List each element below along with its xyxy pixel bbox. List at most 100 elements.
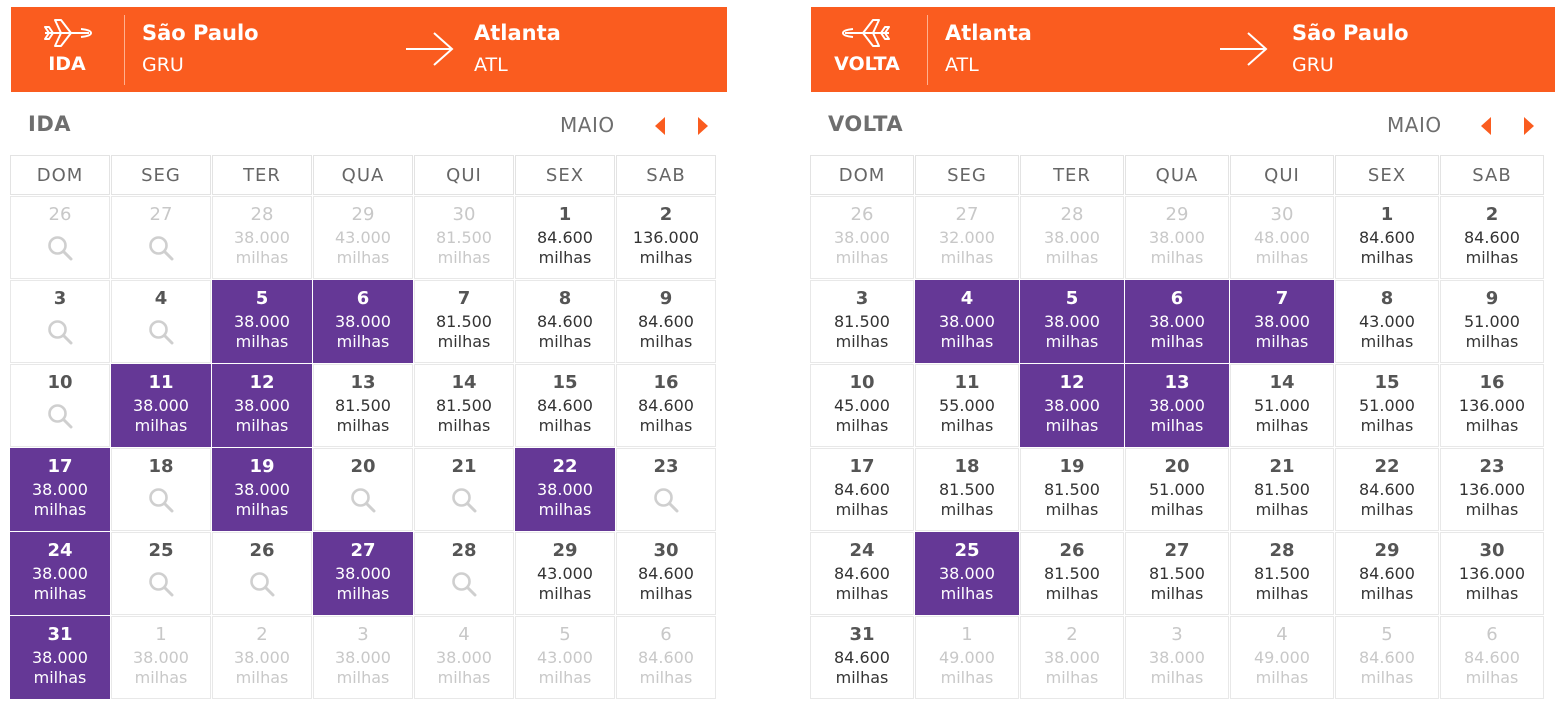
search-icon [452,488,477,513]
calendar-day-cell[interactable]: 8 43.000 milhas [1335,280,1439,363]
calendar-day-cell[interactable]: 16 84.600 milhas [616,364,716,447]
calendar-day-cell[interactable]: 14 51.000 milhas [1230,364,1334,447]
calendar-day-cell[interactable]: 15 84.600 milhas [515,364,615,447]
return-calendar-grid: DOM SEG TER QUA QUI SEX SAB 26 38.000 milhas 27 32.… [808,153,1546,701]
calendar-day-cell[interactable]: 19 81.500 milhas [1020,448,1124,531]
calendar-day-cell[interactable]: 1 84.600 milhas [1335,196,1439,279]
calendar-day-cell[interactable]: 23 136.000 milhas [1440,448,1544,531]
day-number: 3 [53,288,67,309]
calendar-day-cell[interactable]: 17 84.600 milhas [810,448,914,531]
calendar-day-cell[interactable]: 16 136.000 milhas [1440,364,1544,447]
calendar-day-cell[interactable]: 3 38.000 milhas [1125,616,1229,699]
calendar-day-cell[interactable]: 31 38.000 milhas [10,616,110,699]
calendar-day-cell[interactable]: 13 38.000 milhas [1125,364,1229,447]
calendar-day-cell[interactable]: 1 84.600 milhas [515,196,615,279]
calendar-day-cell[interactable]: 7 81.500 milhas [414,280,514,363]
miles-unit: milhas [1045,500,1099,519]
calendar-day-cell[interactable]: 6 38.000 milhas [313,280,413,363]
calendar-day-cell[interactable]: 2 38.000 milhas [1020,616,1124,699]
calendar-day-cell[interactable]: 30 81.500 milhas [414,196,514,279]
calendar-day-cell[interactable]: 2 38.000 milhas [212,616,312,699]
calendar-day-cell[interactable]: 28 38.000 milhas [1020,196,1124,279]
calendar-day-cell[interactable]: 26 [10,196,110,279]
calendar-day-cell[interactable]: 23 [616,448,716,531]
calendar-day-cell[interactable]: 20 51.000 milhas [1125,448,1229,531]
calendar-day-cell[interactable]: 30 136.000 milhas [1440,532,1544,615]
calendar-day-cell[interactable]: 2 84.600 milhas [1440,196,1544,279]
calendar-day-cell[interactable]: 29 43.000 milhas [515,532,615,615]
calendar-day-cell[interactable]: 29 84.600 milhas [1335,532,1439,615]
prev-month-icon[interactable] [1479,116,1493,136]
calendar-day-cell[interactable]: 5 43.000 milhas [515,616,615,699]
calendar-day-cell[interactable]: 26 [212,532,312,615]
calendar-day-cell[interactable]: 4 38.000 milhas [414,616,514,699]
calendar-day-cell[interactable]: 3 38.000 milhas [313,616,413,699]
prev-month-icon[interactable] [653,116,667,136]
calendar-day-cell[interactable]: 27 32.000 milhas [915,196,1019,279]
calendar-day-cell[interactable]: 21 [414,448,514,531]
calendar-day-cell[interactable]: 3 [10,280,110,363]
calendar-day-cell[interactable]: 5 38.000 milhas [212,280,312,363]
calendar-day-cell[interactable]: 26 38.000 milhas [810,196,914,279]
calendar-day-cell[interactable]: 24 84.600 milhas [810,532,914,615]
calendar-day-cell[interactable]: 9 51.000 milhas [1440,280,1544,363]
calendar-day-cell[interactable]: 12 38.000 milhas [212,364,312,447]
calendar-day-cell[interactable]: 18 [111,448,211,531]
miles-price: 38.000 [335,312,391,331]
calendar-day-cell[interactable]: 28 [414,532,514,615]
calendar-day-cell[interactable]: 5 38.000 milhas [1020,280,1124,363]
calendar-day-cell[interactable]: 28 38.000 milhas [212,196,312,279]
calendar-day-cell[interactable]: 3 81.500 milhas [810,280,914,363]
calendar-day-cell[interactable]: 27 [111,196,211,279]
calendar-day-cell[interactable]: 27 81.500 milhas [1125,532,1229,615]
calendar-day-cell[interactable]: 5 84.600 milhas [1335,616,1439,699]
calendar-day-cell[interactable]: 26 81.500 milhas [1020,532,1124,615]
calendar-day-cell[interactable]: 18 81.500 milhas [915,448,1019,531]
calendar-day-cell[interactable]: 19 38.000 milhas [212,448,312,531]
calendar-day-cell[interactable]: 8 84.600 milhas [515,280,615,363]
calendar-day-cell[interactable]: 31 84.600 milhas [810,616,914,699]
calendar-day-cell[interactable]: 25 38.000 milhas [915,532,1019,615]
calendar-day-cell[interactable]: 29 43.000 milhas [313,196,413,279]
calendar-day-cell[interactable]: 30 84.600 milhas [616,532,716,615]
calendar-day-cell[interactable]: 4 [111,280,211,363]
calendar-day-cell[interactable]: 4 49.000 milhas [1230,616,1334,699]
calendar-day-cell[interactable]: 22 84.600 milhas [1335,448,1439,531]
calendar-day-cell[interactable]: 11 38.000 milhas [111,364,211,447]
day-number: 19 [1059,456,1085,477]
calendar-day-cell[interactable]: 27 38.000 milhas [313,532,413,615]
calendar-day-cell[interactable]: 21 81.500 milhas [1230,448,1334,531]
calendar-day-cell[interactable]: 4 38.000 milhas [915,280,1019,363]
calendar-day-cell[interactable]: 10 45.000 milhas [810,364,914,447]
day-number: 24 [849,540,875,561]
calendar-day-cell[interactable]: 24 38.000 milhas [10,532,110,615]
search-icon [48,320,73,345]
calendar-day-cell[interactable]: 7 38.000 milhas [1230,280,1334,363]
day-number: 31 [849,624,875,645]
calendar-day-cell[interactable]: 15 51.000 milhas [1335,364,1439,447]
calendar-day-cell[interactable]: 6 84.600 milhas [616,616,716,699]
next-month-icon[interactable] [1522,116,1536,136]
calendar-day-cell[interactable]: 9 84.600 milhas [616,280,716,363]
calendar-day-cell[interactable]: 28 81.500 milhas [1230,532,1334,615]
calendar-day-cell[interactable]: 6 38.000 milhas [1125,280,1229,363]
calendar-day-cell[interactable]: 11 55.000 milhas [915,364,1019,447]
calendar-day-cell[interactable]: 22 38.000 milhas [515,448,615,531]
calendar-day-cell[interactable]: 14 81.500 milhas [414,364,514,447]
miles-price: 49.000 [939,648,995,667]
calendar-day-cell[interactable]: 10 [10,364,110,447]
calendar-day-cell[interactable]: 1 38.000 milhas [111,616,211,699]
calendar-day-cell[interactable]: 30 48.000 milhas [1230,196,1334,279]
calendar-day-cell[interactable]: 2 136.000 milhas [616,196,716,279]
calendar-day-cell[interactable]: 25 [111,532,211,615]
calendar-day-cell[interactable]: 13 81.500 milhas [313,364,413,447]
calendar-day-cell[interactable]: 17 38.000 milhas [10,448,110,531]
calendar-day-cell[interactable]: 6 84.600 milhas [1440,616,1544,699]
calendar-day-cell[interactable]: 1 49.000 milhas [915,616,1019,699]
miles-price: 51.000 [1149,480,1205,499]
day-number: 16 [1479,372,1505,393]
next-month-icon[interactable] [696,116,710,136]
calendar-day-cell[interactable]: 29 38.000 milhas [1125,196,1229,279]
calendar-day-cell[interactable]: 20 [313,448,413,531]
calendar-day-cell[interactable]: 12 38.000 milhas [1020,364,1124,447]
